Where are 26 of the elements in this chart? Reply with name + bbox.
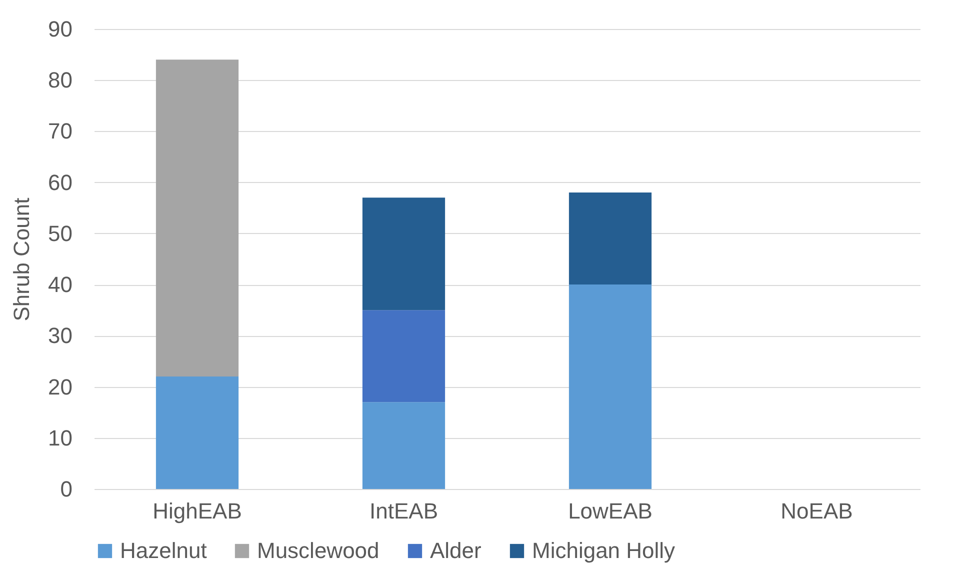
x-tick-label: LowEAB (568, 498, 652, 524)
legend-label: Musclewood (257, 538, 380, 563)
y-axis-title: Shrub Count (9, 198, 34, 322)
bar (156, 60, 239, 377)
x-tick-label: IntEAB (370, 498, 438, 524)
bar (362, 310, 446, 402)
bar (568, 192, 652, 285)
y-tick-label: 70 (48, 118, 72, 144)
y-tick-label: 0 (60, 476, 72, 502)
bar (362, 402, 446, 489)
bar (362, 198, 446, 310)
legend-label: Michigan Holly (532, 538, 676, 563)
y-tick-label: 30 (48, 323, 72, 348)
y-tick-label: 80 (48, 68, 72, 93)
y-tick-label: 10 (48, 425, 72, 450)
bar (568, 284, 652, 489)
x-tick-label: NoEAB (780, 498, 853, 524)
y-tick-label: 40 (48, 272, 72, 298)
y-tick-label: 20 (48, 374, 72, 400)
legend-label: Alder (430, 538, 482, 563)
legend-label: Hazelnut (120, 538, 207, 563)
x-tick-label: HighEAB (152, 498, 242, 524)
y-tick-label: 50 (48, 220, 72, 246)
bar (156, 376, 239, 489)
y-tick-label: 90 (48, 16, 72, 42)
y-tick-label: 60 (48, 170, 72, 195)
